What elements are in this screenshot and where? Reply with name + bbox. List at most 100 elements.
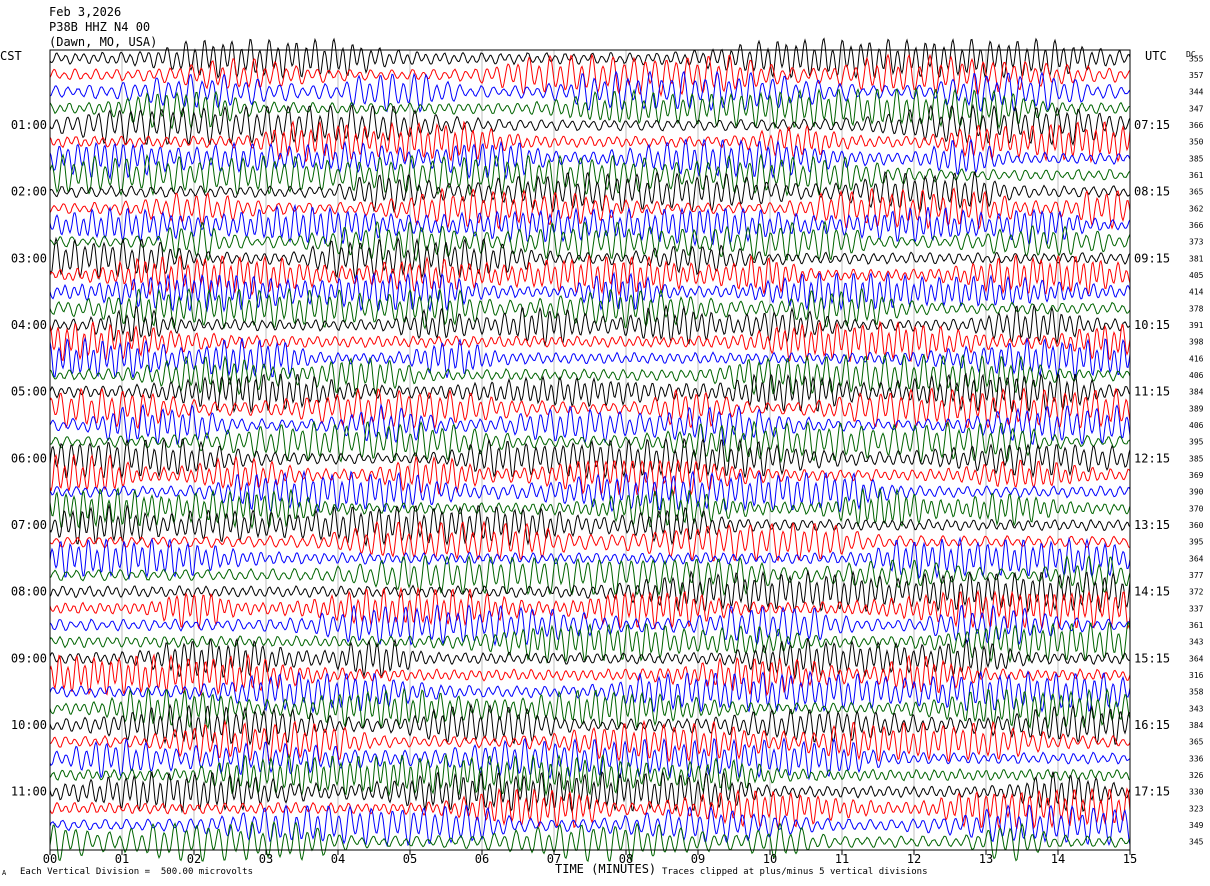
x-tick-label-06: 06: [475, 852, 489, 866]
dc-offset-value: 360: [1189, 521, 1204, 530]
dc-offset-value: 345: [1189, 838, 1204, 847]
dc-offset-value: 347: [1189, 104, 1204, 113]
x-tick-label-01: 01: [115, 852, 129, 866]
trace-36: [49, 637, 1131, 680]
dc-offset-value: 365: [1189, 188, 1204, 197]
dc-offset-value: 336: [1189, 754, 1204, 763]
left-timezone-label: CST: [0, 49, 22, 63]
right-time-label: 10:15: [1134, 318, 1170, 332]
trace-35: [49, 621, 1131, 664]
header-date: Feb 3,2026: [49, 5, 122, 19]
dc-offset-value: 390: [1189, 488, 1204, 497]
trace-20: [49, 372, 1131, 414]
left-time-label: 05:00: [11, 385, 47, 399]
dc-offset-value: 364: [1189, 554, 1204, 563]
left-time-label: 01:00: [11, 118, 47, 132]
trace-2: [49, 70, 1131, 113]
right-time-label: 17:15: [1134, 785, 1170, 799]
dc-offset-value: 370: [1189, 504, 1204, 513]
dc-offset-value: 391: [1189, 321, 1204, 330]
dc-offset-value: 361: [1189, 171, 1204, 180]
left-time-label: 06:00: [11, 451, 47, 465]
trace-33: [49, 586, 1131, 630]
dc-offset-value: 361: [1189, 621, 1204, 630]
dc-offset-value: 369: [1189, 471, 1204, 480]
dc-offset-value: 414: [1189, 288, 1204, 297]
trace-7: [49, 153, 1131, 197]
trace-28: [49, 503, 1131, 547]
dc-offset-value: 350: [1189, 138, 1204, 147]
right-time-label: 14:15: [1134, 585, 1170, 599]
dc-offset-value: 385: [1189, 154, 1204, 163]
trace-15: [49, 287, 1131, 330]
x-tick-label-03: 03: [259, 852, 273, 866]
x-tick-label-02: 02: [187, 852, 201, 866]
left-time-label: 10:00: [11, 718, 47, 732]
corner-mark: A: [2, 869, 7, 877]
trace-0: [49, 37, 1131, 80]
left-time-label: 09:00: [11, 651, 47, 665]
trace-47: [49, 820, 1131, 863]
dc-offset-value: 323: [1189, 804, 1204, 813]
dc-offset-values: 355 357 344 347 366 350 385 361 365 362 366 373 381 4…: [1189, 54, 1204, 846]
trace-31: [49, 554, 1131, 597]
right-time-label: 12:15: [1134, 451, 1170, 465]
right-time-label: 15:15: [1134, 651, 1170, 665]
trace-3: [49, 86, 1131, 130]
dc-offset-value: 372: [1189, 588, 1204, 597]
x-axis-ticks: 00 01 02 03 04 05 06 07 08 09 10 11 12 13 14 15: [43, 850, 1137, 866]
trace-10: [49, 203, 1131, 247]
trace-39: [49, 687, 1131, 731]
trace-40: [49, 703, 1131, 746]
left-time-label: 02:00: [11, 185, 47, 199]
trace-23: [49, 420, 1131, 464]
left-time-label: 08:00: [11, 585, 47, 599]
trace-21: [49, 387, 1131, 430]
x-tick-label-05: 05: [403, 852, 417, 866]
dc-offset-value: 384: [1189, 388, 1204, 397]
dc-offset-value: 373: [1189, 238, 1204, 247]
dc-offset-value: 378: [1189, 304, 1204, 313]
dc-offset-value: 406: [1189, 421, 1204, 430]
x-tick-label-13: 13: [979, 852, 993, 866]
dc-offset-value: 355: [1189, 54, 1204, 63]
x-tick-label-14: 14: [1051, 852, 1065, 866]
trace-18: [49, 336, 1131, 380]
trace-1: [49, 53, 1131, 98]
right-time-label: 11:15: [1134, 385, 1170, 399]
dc-offset-value: 364: [1189, 654, 1204, 663]
trace-29: [49, 520, 1131, 562]
right-timezone-label: UTC: [1145, 49, 1167, 63]
x-tick-label-09: 09: [691, 852, 705, 866]
dc-offset-value: 330: [1189, 788, 1204, 797]
right-time-label: 07:15: [1134, 118, 1170, 132]
x-tick-label-04: 04: [331, 852, 345, 866]
dc-offset-value: 395: [1189, 438, 1204, 447]
trace-34: [49, 604, 1131, 647]
trace-24: [49, 437, 1131, 480]
clip-note: Traces clipped at plus/minus 5 vertical …: [662, 867, 928, 877]
dc-offset-value: 377: [1189, 571, 1204, 580]
dc-offset-value: 389: [1189, 404, 1204, 413]
trace-4: [49, 103, 1131, 146]
trace-16: [49, 303, 1131, 347]
x-tick-label-12: 12: [907, 852, 921, 866]
dc-offset-value: 385: [1189, 454, 1204, 463]
trace-25: [49, 453, 1131, 497]
dc-offset-value: 398: [1189, 338, 1204, 347]
trace-30: [49, 536, 1131, 581]
trace-42: [49, 737, 1131, 781]
x-tick-label-00: 00: [43, 852, 57, 866]
trace-5: [49, 120, 1131, 164]
trace-14: [49, 271, 1131, 313]
dc-offset-value: 384: [1189, 721, 1204, 730]
trace-46: [49, 804, 1131, 847]
dc-offset-value: 344: [1189, 88, 1204, 97]
seismic-traces: [49, 37, 1131, 863]
trace-41: [49, 719, 1131, 763]
trace-17: [49, 320, 1131, 363]
right-time-label: 16:15: [1134, 718, 1170, 732]
x-axis-label: TIME (MINUTES): [555, 862, 657, 876]
left-time-label: 03:00: [11, 251, 47, 265]
